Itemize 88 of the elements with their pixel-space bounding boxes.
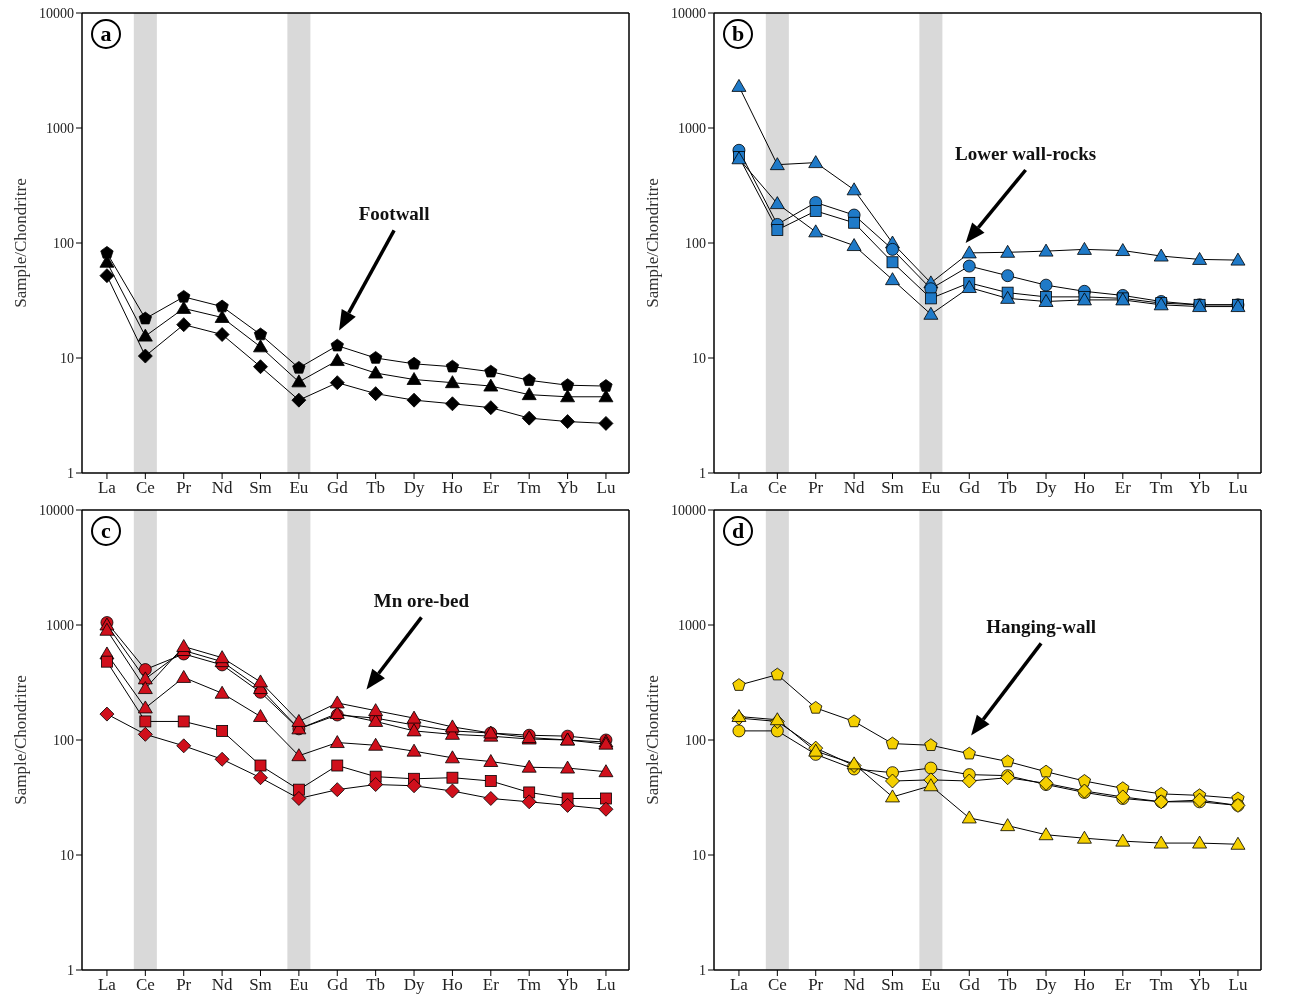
annotation: Mn ore-bed: [373, 590, 470, 612]
y-axis-title: Sample/Chondritre: [643, 675, 663, 805]
x-tick-label: Eu: [289, 975, 309, 995]
annotation: Footwall: [358, 203, 430, 225]
x-tick-label: Dy: [403, 478, 425, 498]
x-tick-label: Yb: [557, 478, 578, 498]
x-tick-label: Lu: [596, 975, 616, 995]
x-tick-label: Yb: [1189, 975, 1210, 995]
y-tick-label: 10: [692, 847, 706, 863]
x-tick-label: Sm: [881, 478, 904, 498]
x-tick-label: Eu: [289, 478, 309, 498]
x-tick-label: Dy: [1035, 478, 1057, 498]
x-tick-label: Pr: [808, 478, 824, 498]
x-tick-label: La: [729, 478, 749, 498]
x-tick-label: Er: [1114, 975, 1132, 995]
x-tick-label: Er: [482, 975, 500, 995]
x-tick-label: Ho: [1074, 975, 1095, 995]
x-tick-label: Pr: [176, 478, 192, 498]
x-tick-label: La: [729, 975, 749, 995]
x-tick-label: Sm: [249, 478, 272, 498]
y-axis-title: Sample/Chondritre: [643, 178, 663, 308]
y-tick-label: 100: [685, 732, 706, 748]
x-tick-label: Er: [482, 478, 500, 498]
y-tick-label: 1: [67, 465, 74, 481]
y-tick-label: 100: [685, 235, 706, 251]
x-tick-label: Er: [1114, 478, 1132, 498]
x-tick-label: Sm: [881, 975, 904, 995]
y-tick-label: 10000: [671, 5, 706, 21]
y-tick-label: 100: [53, 732, 74, 748]
y-tick-label: 1000: [46, 617, 74, 633]
y-tick-label: 1000: [46, 120, 74, 136]
x-tick-label: Ce: [767, 975, 787, 995]
x-tick-label: Nd: [211, 478, 233, 498]
x-tick-label: Eu: [921, 478, 941, 498]
x-tick-label: Tb: [998, 975, 1018, 995]
x-tick-label: Gd: [326, 478, 349, 498]
x-tick-label: Ce: [135, 478, 155, 498]
x-tick-label: Lu: [1228, 478, 1248, 498]
chart-title: b: [731, 21, 745, 46]
x-tick-label: Ho: [1074, 478, 1095, 498]
x-tick-label: Yb: [1189, 478, 1210, 498]
x-tick-label: Ho: [442, 975, 463, 995]
x-tick-label: Lu: [1228, 975, 1248, 995]
x-tick-label: Eu: [921, 975, 941, 995]
x-tick-label: Tm: [1149, 975, 1173, 995]
y-tick-label: 1000: [678, 617, 706, 633]
x-tick-label: Tm: [517, 975, 541, 995]
x-tick-label: Lu: [596, 478, 616, 498]
x-tick-label: Gd: [326, 975, 349, 995]
y-tick-label: 1: [67, 962, 74, 978]
annotation: Lower wall-rocks: [954, 143, 1097, 164]
x-tick-label: La: [97, 478, 117, 498]
x-tick-label: Ce: [135, 975, 155, 995]
x-tick-label: Ho: [442, 478, 463, 498]
x-tick-label: La: [97, 975, 117, 995]
annotation: Hanging-wall: [986, 616, 1096, 638]
x-tick-label: Gd: [958, 975, 981, 995]
x-tick-label: Nd: [843, 975, 865, 995]
x-tick-label: Ce: [767, 478, 787, 498]
x-tick-label: Pr: [176, 975, 192, 995]
y-tick-label: 10000: [671, 502, 706, 518]
chart-title: a: [100, 21, 112, 46]
chart-title: c: [101, 518, 111, 543]
y-tick-label: 1: [699, 465, 706, 481]
y-tick-label: 100: [53, 235, 74, 251]
x-tick-label: Tm: [517, 478, 541, 498]
y-axis-title: Sample/Chondritre: [11, 675, 31, 805]
x-tick-label: Pr: [808, 975, 824, 995]
x-tick-label: Dy: [1035, 975, 1057, 995]
x-tick-label: Gd: [958, 478, 981, 498]
x-tick-label: Yb: [557, 975, 578, 995]
x-tick-label: Tb: [366, 975, 386, 995]
x-tick-label: Nd: [211, 975, 233, 995]
x-tick-label: Tb: [998, 478, 1018, 498]
x-tick-label: Nd: [843, 478, 865, 498]
y-tick-label: 10: [692, 350, 706, 366]
x-tick-label: Dy: [403, 975, 425, 995]
y-axis-title: Sample/Chondritre: [11, 178, 31, 308]
y-tick-label: 10000: [39, 5, 74, 21]
x-tick-label: Tm: [1149, 478, 1173, 498]
y-tick-label: 1: [699, 962, 706, 978]
y-tick-label: 10: [60, 847, 74, 863]
y-tick-label: 10: [60, 350, 74, 366]
y-tick-label: 1000: [678, 120, 706, 136]
x-tick-label: Sm: [249, 975, 272, 995]
x-tick-label: Tb: [366, 478, 386, 498]
chart-title: d: [731, 518, 745, 543]
y-tick-label: 10000: [39, 502, 74, 518]
